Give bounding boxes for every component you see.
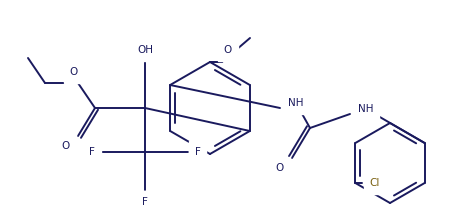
Text: F: F: [142, 197, 148, 207]
Text: F: F: [89, 147, 95, 157]
Text: O: O: [70, 67, 78, 77]
Text: OH: OH: [137, 45, 153, 55]
Text: O: O: [62, 141, 70, 151]
Text: O: O: [224, 45, 232, 55]
Text: NH: NH: [358, 104, 374, 114]
Text: Cl: Cl: [369, 178, 380, 188]
Text: F: F: [195, 147, 201, 157]
Text: NH: NH: [288, 98, 304, 108]
Text: O: O: [276, 163, 284, 173]
